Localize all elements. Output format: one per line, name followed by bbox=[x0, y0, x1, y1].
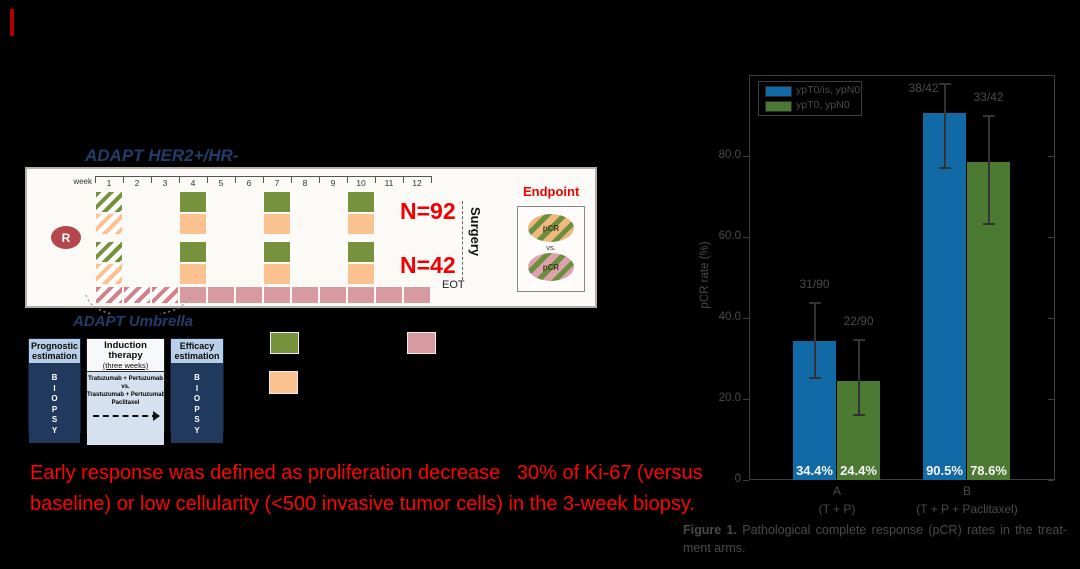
y-axis-title: pCR rate (%) bbox=[699, 241, 711, 309]
efficacy-header: Efficacy estimation bbox=[171, 339, 223, 363]
funnel-dotted-lines bbox=[85, 294, 191, 315]
bar-value-label: 78.6% bbox=[970, 463, 1007, 478]
stray-red-mark bbox=[10, 9, 14, 36]
surgery-dashed-line bbox=[462, 201, 463, 280]
trial-schema-panel bbox=[25, 167, 597, 308]
figure-caption: Figure 1. Pathological complete response… bbox=[683, 521, 1067, 557]
induction-header: Induction therapy bbox=[104, 340, 147, 361]
y-tick-mark-right bbox=[1048, 317, 1054, 319]
caption-text: Pathological complete response (pCR) rat… bbox=[736, 523, 1068, 537]
y-tick-label: 20.0 bbox=[718, 392, 741, 404]
eot-label: EOT bbox=[442, 279, 465, 291]
y-tick-mark bbox=[743, 155, 749, 157]
legend-swatch-green bbox=[270, 332, 299, 354]
induction-arm2b: Paclitaxel bbox=[111, 400, 140, 406]
fraction-label: 33/42 bbox=[973, 89, 1004, 104]
error-bar-cap bbox=[852, 339, 865, 342]
legend-swatch-green bbox=[765, 101, 792, 112]
error-bar-cap bbox=[982, 114, 995, 117]
x-group-sublabel: (T + P + Paclitaxel) bbox=[916, 502, 1018, 516]
y-tick-mark bbox=[743, 236, 749, 238]
y-tick-mark bbox=[743, 398, 749, 400]
induction-arm2: Trastuzumab + Pertuzumab + bbox=[87, 392, 164, 398]
error-bar-line bbox=[943, 83, 946, 168]
prognostic-header: Prognostic estimation bbox=[29, 339, 80, 363]
endpoint-vs-label: vs. bbox=[546, 243, 556, 252]
legend-label: ypT0, ypN0 bbox=[796, 99, 850, 111]
pcr-label-bottom: pCR bbox=[542, 262, 560, 272]
arm1-n-label: N=92 bbox=[400, 198, 456, 224]
error-bar-cap bbox=[808, 301, 821, 304]
x-group-sublabel: (T + P) bbox=[818, 502, 856, 516]
week-header-label: week bbox=[73, 177, 92, 186]
error-bar-line bbox=[813, 302, 816, 378]
caption-figure-number: Figure 1. bbox=[683, 523, 737, 537]
pcr-label-top: pCR bbox=[542, 223, 560, 233]
plot-frame bbox=[749, 75, 1055, 480]
error-bar-line bbox=[987, 115, 990, 224]
randomization-circle: R bbox=[51, 226, 81, 249]
caption-line-2: ment arms. bbox=[683, 541, 746, 555]
bar-value-label: 34.4% bbox=[796, 463, 833, 478]
fraction-label: 38/42 bbox=[908, 81, 939, 95]
y-tick-label: 80.0 bbox=[718, 149, 741, 161]
umbrella-title: ADAPT Umbrella bbox=[73, 313, 194, 330]
legend-label: ypT0/is, ypN0 bbox=[796, 84, 861, 96]
randomization-label: R bbox=[61, 230, 71, 245]
y-tick-label: 60.0 bbox=[718, 230, 741, 242]
surgery-label: Surgery bbox=[468, 207, 483, 257]
induction-box: Induction therapy (three weeks) Tratuzum… bbox=[86, 338, 165, 445]
induction-arm1: Tratuzumab + Pertuzumab bbox=[88, 376, 163, 382]
x-group-label: B bbox=[962, 484, 971, 498]
error-bar-cap bbox=[852, 414, 865, 417]
bar-value-label: 24.4% bbox=[840, 463, 877, 478]
legend-swatch-orange bbox=[269, 371, 298, 394]
y-tick-mark-right bbox=[1048, 155, 1054, 157]
y-tick-mark-right bbox=[1048, 236, 1054, 238]
induction-vs: vs. bbox=[121, 384, 130, 390]
y-tick-mark bbox=[743, 317, 749, 319]
fraction-label: 31/90 bbox=[799, 276, 830, 291]
fraction-label: 22/90 bbox=[843, 314, 874, 329]
caption-line-1: Figure 1. Pathological complete response… bbox=[683, 521, 1067, 539]
y-tick-mark-right bbox=[1048, 398, 1054, 400]
y-tick-mark-right bbox=[1048, 479, 1054, 481]
endpoint-pcr-ellipse-pink: pCR bbox=[528, 253, 574, 281]
bar bbox=[923, 113, 966, 480]
error-bar-cap bbox=[938, 82, 951, 85]
error-bar-cap bbox=[938, 166, 951, 169]
induction-arrow bbox=[93, 411, 160, 421]
arm2-n-label: N=42 bbox=[400, 252, 456, 278]
error-bar-cap bbox=[808, 376, 821, 379]
schema-title: ADAPT HER2+/HR- bbox=[85, 146, 239, 165]
x-group-label: A bbox=[832, 484, 841, 498]
bar-value-label: 90.5% bbox=[926, 463, 963, 478]
error-bar-cap bbox=[982, 222, 995, 225]
y-tick-mark bbox=[743, 479, 749, 481]
legend-swatch-blue bbox=[765, 86, 792, 97]
y-tick-label: 40.0 bbox=[718, 311, 741, 323]
note-line-1: Early response was defined as proliferat… bbox=[30, 462, 703, 484]
error-bar-line bbox=[857, 340, 860, 416]
chart-legend-box bbox=[758, 81, 862, 116]
note-line-2: baseline) or low cellularity (<500 invas… bbox=[30, 493, 695, 515]
endpoint-box: pCR vs. pCR bbox=[517, 206, 585, 292]
endpoint-title: Endpoint bbox=[523, 184, 580, 199]
induction-subheader: (three weeks) bbox=[102, 361, 149, 370]
legend-swatch-pink bbox=[407, 332, 436, 354]
endpoint-pcr-ellipse-orange: pCR bbox=[528, 214, 574, 242]
y-tick-label: 0 bbox=[734, 473, 741, 485]
